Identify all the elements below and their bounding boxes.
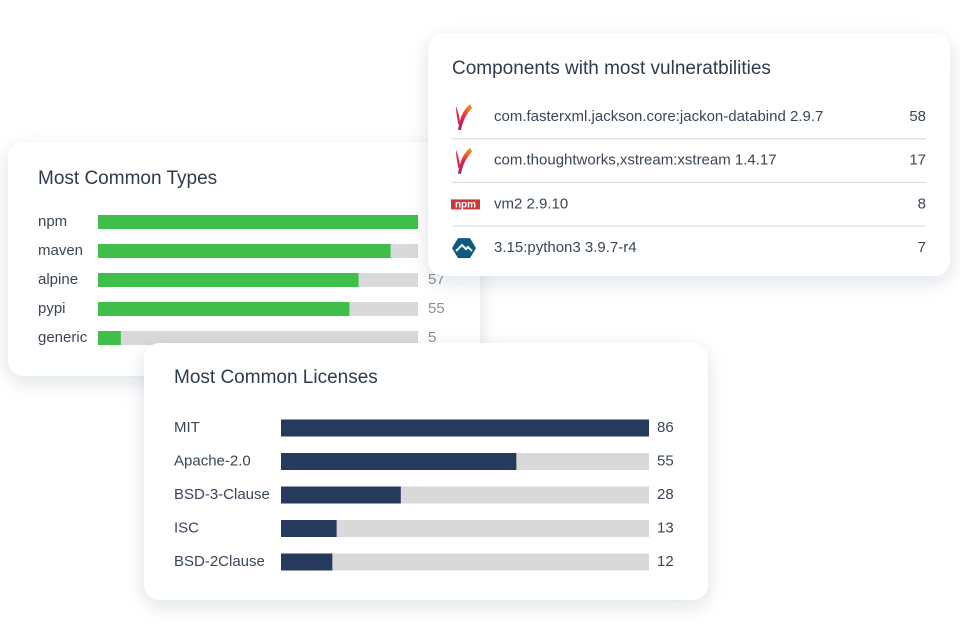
bar-label: BSD-3-Clause: [174, 486, 270, 503]
bar-value: 86: [657, 419, 674, 436]
component-count: 17: [909, 152, 926, 169]
apache-icon: [456, 149, 461, 174]
card: [8, 142, 480, 376]
bar-value: 13: [657, 519, 674, 536]
component-name: com.fasterxml.jackson.core:jackon-databi…: [494, 108, 823, 125]
bar-label: npm: [38, 213, 67, 230]
bar: [281, 453, 517, 470]
bar-label: generic: [38, 329, 88, 346]
bar: [98, 244, 391, 258]
npm-logo-bg: [451, 199, 480, 210]
bar-label: ISC: [174, 519, 199, 536]
bar-label: BSD-2Clause: [174, 553, 265, 570]
bar-track: [98, 331, 418, 345]
bar-label: MIT: [174, 419, 200, 436]
bar: [98, 302, 350, 316]
npm-logo: npm: [455, 200, 476, 211]
bar-track: [281, 553, 649, 571]
bar-label: Apache-2.0: [174, 452, 251, 469]
bar: [281, 553, 333, 571]
card-title: Most Common Types: [38, 168, 217, 189]
component-name: vm2 2.9.10: [494, 195, 568, 212]
card-title: Most Common Licenses: [174, 367, 378, 388]
bar: [98, 331, 121, 345]
bar: [281, 520, 337, 537]
component-name: com.thoughtworks,xstream:xstream 1.4.17: [494, 152, 777, 169]
bar-value: 28: [657, 486, 674, 503]
bar-value: 55: [428, 300, 445, 317]
bar: [98, 273, 359, 287]
bar: [98, 215, 418, 229]
bar-value: 12: [657, 553, 674, 570]
bar-label: alpine: [38, 271, 78, 288]
bar: [281, 419, 649, 437]
types-card: Most Common Types npm70maven64alpine57py…: [8, 142, 480, 376]
licenses-card: Most Common Licenses MIT 86 Apache-2.0 55 BS…: [144, 343, 708, 600]
apache-icon: [458, 104, 472, 130]
bar-label: maven: [38, 242, 83, 259]
component-count: 7: [918, 239, 926, 256]
bar: [281, 486, 401, 504]
bar-value: 55: [657, 452, 674, 469]
card: [428, 33, 950, 276]
apache-icon: [456, 106, 461, 130]
bar-value: 5: [428, 329, 436, 346]
bar-label: pypi: [38, 300, 66, 317]
component-name: 3.15:python3 3.9.7-r4: [494, 239, 637, 256]
bar-track: [281, 520, 649, 537]
component-count: 8: [918, 195, 926, 212]
component-count: 58: [909, 108, 926, 125]
card-title: Components with most vulneratbilities: [452, 58, 771, 79]
alpine-mountain: [455, 243, 473, 252]
apache-icon: [458, 147, 472, 174]
components-card: Components with most vulneratbilities co…: [428, 33, 950, 276]
